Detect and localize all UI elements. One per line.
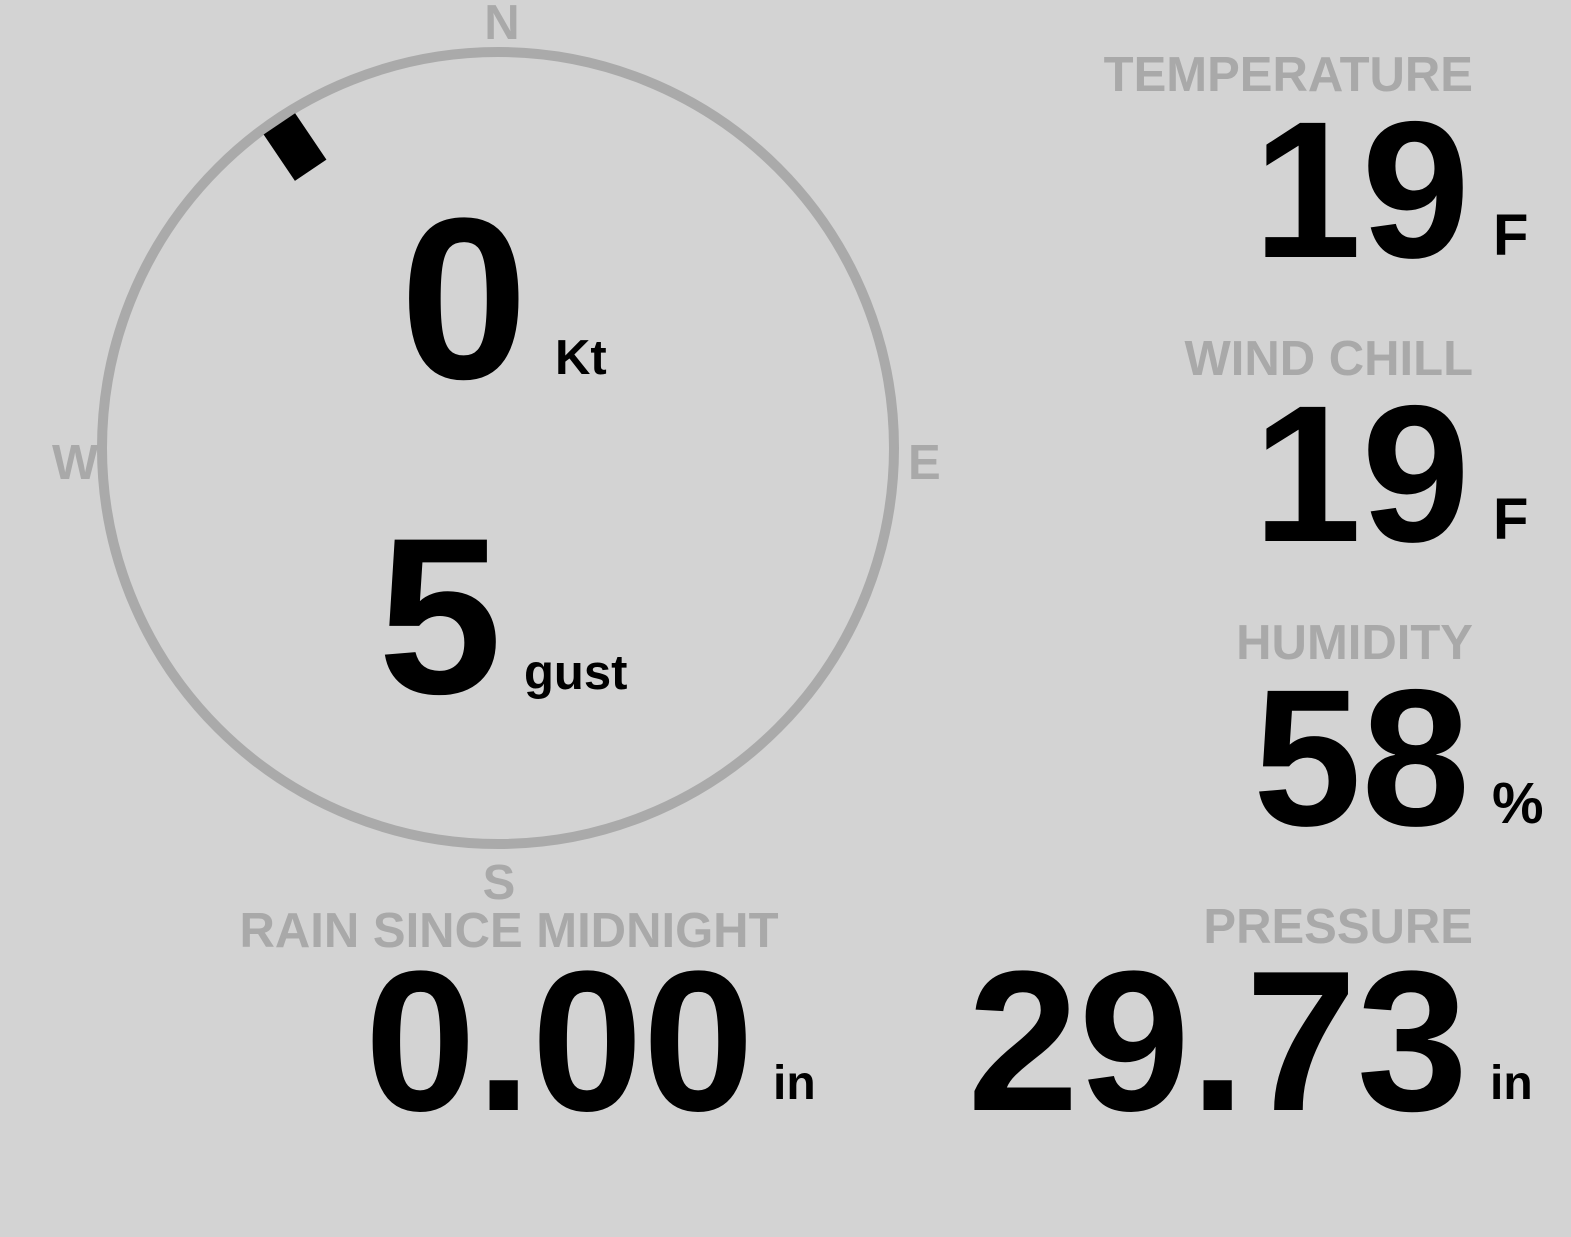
- wind-chill-unit: F: [1493, 487, 1529, 552]
- temperature-value: 19: [1253, 81, 1470, 299]
- compass-ring: [97, 47, 899, 849]
- wind-gust-value: 5: [378, 492, 503, 741]
- rain-label: RAIN SINCE MIDNIGHT: [239, 904, 779, 958]
- humidity-unit: %: [1492, 771, 1544, 836]
- rain-unit: in: [773, 1057, 816, 1110]
- compass-north-label: N: [484, 0, 520, 50]
- temperature-label: TEMPERATURE: [1103, 48, 1473, 102]
- pressure-value: 29.73: [967, 930, 1469, 1153]
- wind-chill-value: 19: [1253, 365, 1470, 583]
- wind-gust-unit: gust: [524, 646, 628, 700]
- wind-speed-value: 0: [400, 170, 528, 427]
- humidity-value: 58: [1253, 649, 1470, 867]
- compass-west-label: W: [52, 436, 99, 490]
- wind-chill-label: WIND CHILL: [1184, 332, 1474, 386]
- pressure-unit: in: [1490, 1057, 1533, 1110]
- humidity-label: HUMIDITY: [1236, 616, 1473, 670]
- temperature-unit: F: [1493, 203, 1529, 268]
- pressure-label: PRESSURE: [1203, 900, 1473, 954]
- wind-speed-unit: Kt: [555, 331, 607, 385]
- compass-south-label: S: [482, 856, 516, 910]
- compass-east-label: E: [908, 436, 941, 490]
- wind-direction-marker: [263, 113, 327, 181]
- rain-value: 0.00: [364, 930, 754, 1153]
